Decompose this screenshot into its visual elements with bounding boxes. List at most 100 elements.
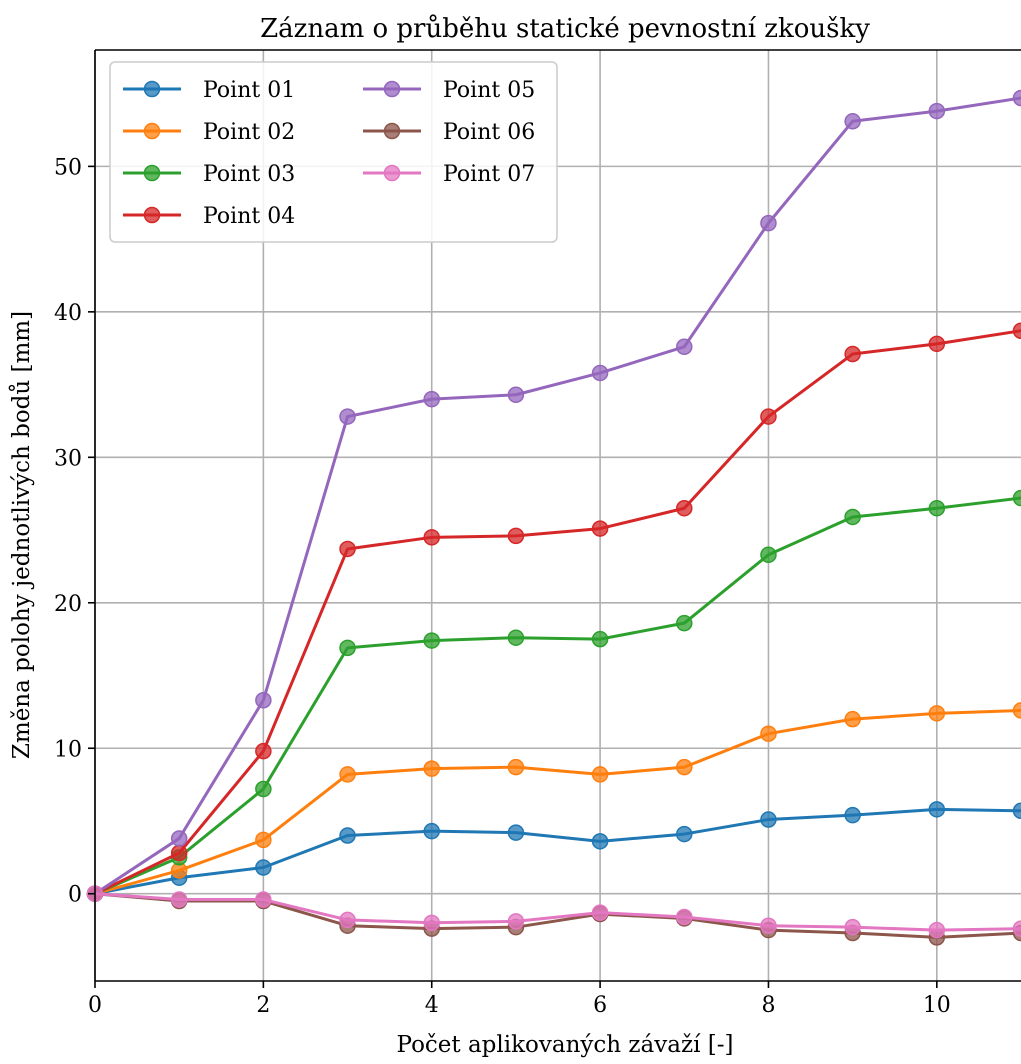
series-line (94, 892, 1021, 932)
legend-marker (383, 80, 401, 98)
data-point (760, 811, 777, 828)
legend-label: Point 07 (443, 162, 535, 187)
data-point (1012, 489, 1021, 507)
x-tick-label: 8 (761, 993, 775, 1018)
data-point (339, 827, 356, 844)
legend-label: Point 04 (203, 204, 295, 229)
data-point (255, 831, 272, 849)
legend-marker (143, 122, 161, 140)
data-point (339, 408, 356, 425)
series-group (86, 89, 1021, 946)
data-point (255, 891, 272, 908)
data-point (255, 691, 272, 709)
series-point-06 (86, 885, 1021, 946)
legend-item: Point 02 (123, 120, 295, 145)
data-point (760, 214, 777, 232)
x-axis-label: Počet aplikovaných závaží [-] (397, 1032, 734, 1058)
data-point (423, 760, 440, 777)
y-tick-label: 10 (54, 737, 82, 762)
legend-marker (143, 164, 161, 182)
data-point (676, 908, 693, 926)
data-point (170, 844, 188, 862)
data-point (928, 801, 946, 818)
data-point (591, 364, 609, 382)
data-point (844, 345, 861, 363)
data-point (676, 614, 693, 632)
data-point (507, 527, 525, 545)
data-point (423, 914, 440, 932)
data-point (423, 632, 440, 649)
data-point (255, 742, 272, 760)
data-point (255, 859, 272, 876)
data-point (928, 705, 946, 722)
y-tick-label: 20 (54, 592, 82, 617)
data-point (507, 758, 525, 776)
data-point (507, 386, 525, 404)
legend-label: Point 01 (203, 78, 295, 103)
data-point (339, 766, 356, 783)
data-point (339, 639, 356, 657)
data-point (676, 758, 693, 776)
data-point (760, 546, 777, 564)
data-point (844, 113, 861, 130)
x-tick-label: 2 (256, 993, 270, 1018)
series-line (94, 708, 1021, 896)
y-tick-label: 50 (54, 155, 82, 180)
data-point (844, 918, 861, 936)
legend-item: Point 04 (123, 204, 295, 229)
legend-box (109, 61, 558, 243)
data-point (339, 911, 356, 929)
data-point (591, 520, 609, 537)
data-point (676, 499, 693, 517)
data-point (928, 335, 946, 353)
legend-marker (383, 122, 401, 140)
y-tick-label: 30 (54, 446, 82, 471)
data-point (760, 725, 777, 742)
data-point (844, 806, 861, 824)
data-point (423, 390, 440, 408)
data-point (1012, 802, 1021, 820)
x-tick-label: 6 (593, 993, 607, 1018)
series-point-05 (86, 89, 1021, 902)
x-tick-label: 10 (923, 993, 951, 1018)
legend-item: Point 06 (363, 120, 535, 145)
data-point (844, 710, 861, 728)
y-axis-label: Změna polohy jednotlivých bodů [mm] (8, 311, 35, 759)
data-point (423, 529, 440, 546)
axis-ticks: 0 2 4 6 8 10 0 10 20 30 40 50 (54, 155, 951, 1018)
legend-item: Point 01 (123, 78, 295, 103)
data-point (676, 825, 693, 843)
data-point (423, 822, 440, 840)
data-point (507, 629, 525, 646)
legend-label: Point 05 (443, 78, 535, 103)
legend-item: Point 03 (123, 162, 295, 187)
data-point (591, 904, 609, 921)
legend-label: Point 03 (203, 162, 295, 187)
data-point (507, 913, 525, 930)
y-tick-label: 40 (54, 301, 82, 326)
series-line (94, 496, 1021, 896)
data-point (591, 766, 609, 783)
data-point (760, 408, 777, 425)
y-tick-label: 0 (68, 883, 82, 908)
data-point (844, 508, 861, 526)
legend-label: Point 06 (443, 120, 535, 145)
data-point (928, 499, 946, 517)
data-point (760, 917, 777, 934)
legend-marker (143, 80, 161, 98)
data-point (507, 824, 525, 841)
data-point (255, 780, 272, 798)
data-point (1012, 89, 1021, 107)
chart-title: Záznam o průběhu statické pevnostní zkou… (260, 14, 870, 44)
data-point (591, 630, 609, 648)
data-point (170, 830, 188, 847)
legend-label: Point 02 (203, 120, 295, 145)
legend-item: Point 07 (363, 162, 535, 187)
data-point (928, 921, 946, 939)
data-point (1012, 322, 1021, 340)
data-point (1012, 702, 1021, 719)
x-tick-label: 0 (88, 993, 102, 1018)
legend: Point 01 Point 02 Point 03 Point 04 Point 05… (109, 61, 558, 243)
series-line (94, 807, 1021, 896)
